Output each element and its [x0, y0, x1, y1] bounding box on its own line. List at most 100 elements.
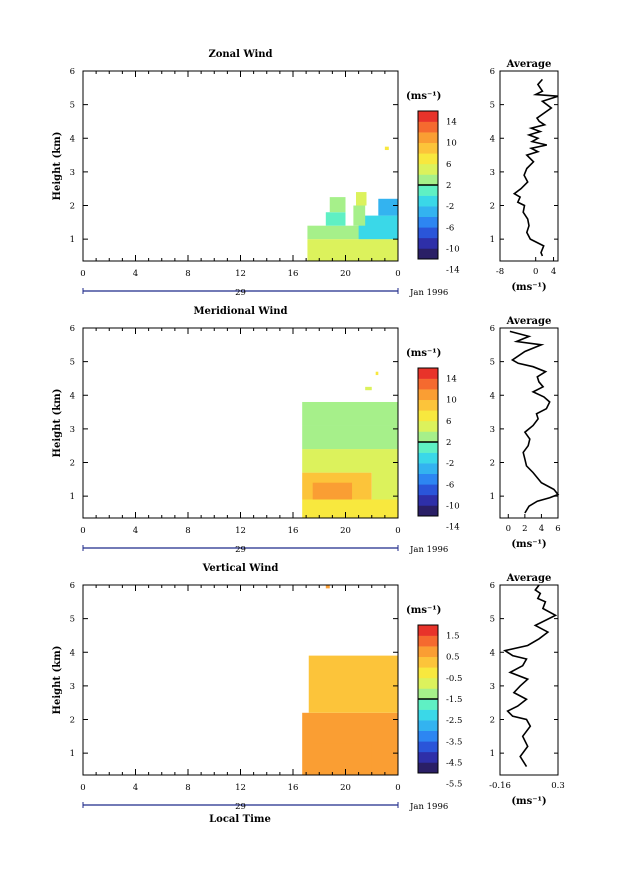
ytick-label: 3 — [70, 425, 75, 435]
colorbar-tick-label: 6 — [446, 160, 451, 170]
ytick-label: 5 — [70, 101, 75, 111]
colorbar-swatch — [418, 206, 438, 218]
colorbar-swatch — [418, 688, 438, 700]
colorbar-swatch — [418, 635, 438, 647]
colorbar-swatch — [418, 709, 438, 721]
average-xlabel: (ms⁻¹) — [511, 539, 546, 550]
ytick-label: 1 — [70, 235, 75, 245]
date-label: Jan 1996 — [409, 288, 448, 298]
average-ytick-label: 1 — [490, 749, 495, 759]
colorbar-swatch — [418, 195, 438, 207]
heatmap-cell — [378, 198, 398, 216]
colorbar-tick-label: 1.5 — [446, 632, 460, 642]
colorbar-swatch — [418, 420, 438, 432]
ylabel: Height (km) — [52, 389, 63, 458]
average-ytick-label: 3 — [490, 682, 495, 692]
heatmap-cell — [325, 585, 330, 589]
colorbar-swatch — [418, 730, 438, 742]
heatmap-cell — [375, 371, 379, 376]
colorbar-swatch — [418, 142, 438, 154]
xtick-label: 0 — [395, 269, 400, 279]
colorbar-swatch — [418, 368, 438, 379]
colorbar-swatch — [418, 741, 438, 753]
ytick-label: 3 — [70, 682, 75, 692]
colorbar-swatch — [418, 216, 438, 228]
heatmap-cell — [302, 425, 398, 450]
colorbar-tick-label: -2 — [446, 202, 454, 212]
colorbar-tick-label: -10 — [446, 501, 460, 511]
colorbar-tick-label: -14 — [446, 266, 460, 276]
average-xtick-label: 6 — [555, 524, 560, 534]
average-xlabel: (ms⁻¹) — [511, 282, 546, 293]
colorbar-swatch — [418, 248, 438, 260]
ytick-label: 3 — [70, 168, 75, 178]
colorbar-tick-label: -2.5 — [446, 716, 462, 726]
colorbar-tick-label: -14 — [446, 523, 460, 533]
colorbar-tick-label: -5.5 — [446, 780, 462, 790]
colorbar-swatch — [418, 452, 438, 464]
heatmap-cell — [302, 449, 398, 473]
average-xlabel: (ms⁻¹) — [511, 796, 546, 807]
xtick-label: 16 — [288, 269, 299, 279]
colorbar-swatch — [418, 484, 438, 496]
xtick-label: 4 — [133, 269, 138, 279]
ylabel: Height (km) — [52, 132, 63, 201]
heatmap-cell — [358, 215, 398, 240]
panel-title: Meridional Wind — [193, 306, 287, 317]
colorbar-tick-label: 10 — [446, 396, 457, 406]
average-ytick-label: 5 — [490, 615, 495, 625]
ytick-label: 5 — [70, 615, 75, 625]
xtick-label: 0 — [395, 526, 400, 536]
colorbar-swatch — [418, 185, 438, 196]
colorbar-swatch — [418, 762, 438, 774]
colorbar-swatch — [418, 494, 438, 506]
average-frame — [499, 327, 559, 519]
colorbar-unit: (ms⁻¹) — [406, 348, 441, 359]
day-label: 29 — [235, 288, 246, 298]
colorbar-tick-label: 0.5 — [446, 653, 460, 663]
colorbar-tick-label: 10 — [446, 139, 457, 149]
colorbar-swatch — [418, 389, 438, 401]
average-ytick-label: 2 — [490, 202, 495, 212]
ytick-label: 6 — [70, 324, 75, 334]
average-title: Average — [506, 573, 552, 584]
xtick-label: 0 — [80, 269, 85, 279]
xtick-label: 20 — [340, 526, 351, 536]
ytick-label: 4 — [70, 648, 75, 658]
colorbar-swatch — [418, 699, 438, 710]
average-ytick-label: 6 — [490, 581, 495, 591]
colorbar-swatch — [418, 132, 438, 144]
xtick-label: 0 — [80, 783, 85, 793]
average-xtick-label: 0 — [533, 267, 538, 277]
colorbar-swatch — [418, 463, 438, 475]
colorbar-swatch — [418, 646, 438, 658]
xtick-label: 4 — [133, 783, 138, 793]
average-ytick-label: 2 — [490, 459, 495, 469]
average-ytick-label: 6 — [490, 67, 495, 77]
xtick-label: 16 — [288, 526, 299, 536]
ytick-label: 6 — [70, 581, 75, 591]
average-ytick-label: 5 — [490, 358, 495, 368]
colorbar-swatch — [418, 473, 438, 485]
colorbar-swatch — [418, 174, 438, 186]
xtick-label: 16 — [288, 783, 299, 793]
average-frame — [499, 70, 559, 262]
heatmap-cell — [365, 386, 372, 391]
colorbar-tick-label: -1.5 — [446, 695, 462, 705]
colorbar-swatch — [418, 378, 438, 390]
day-label: 29 — [235, 802, 246, 812]
ytick-label: 6 — [70, 67, 75, 77]
average-xtick-label: 2 — [522, 524, 527, 534]
average-ytick-label: 4 — [490, 134, 495, 144]
xtick-label: 4 — [133, 526, 138, 536]
average-xtick-label: 4 — [539, 524, 544, 534]
xtick-label: 12 — [235, 269, 246, 279]
heatmap-cell — [329, 197, 346, 213]
date-label: Jan 1996 — [409, 545, 448, 555]
heatmap-cell — [312, 482, 353, 500]
xtick-label: 8 — [185, 269, 190, 279]
heatmap-cell — [325, 212, 346, 226]
